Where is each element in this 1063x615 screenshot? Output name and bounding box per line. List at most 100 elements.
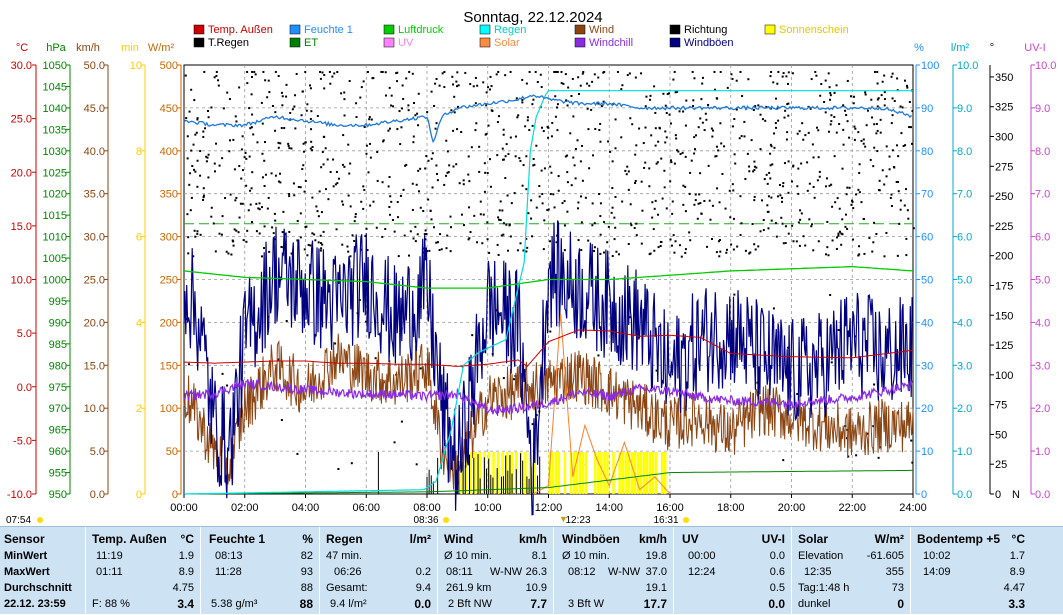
axis-tick-label: 970: [49, 403, 67, 415]
direction-point: [246, 70, 249, 73]
direction-point: [898, 222, 901, 225]
direction-point: [661, 197, 664, 200]
direction-point: [256, 141, 259, 144]
direction-point: [292, 182, 295, 185]
direction-point: [246, 82, 249, 85]
direction-point: [877, 456, 880, 459]
direction-point: [724, 207, 727, 210]
direction-point: [689, 239, 692, 242]
direction-point: [362, 207, 365, 210]
direction-point: [572, 115, 575, 118]
direction-point: [812, 156, 815, 159]
direction-point: [860, 201, 863, 204]
direction-point: [274, 219, 277, 222]
direction-point: [906, 86, 909, 89]
direction-point: [460, 213, 463, 216]
direction-point: [881, 80, 884, 83]
direction-point: [896, 181, 899, 184]
direction-point: [599, 140, 602, 143]
direction-point: [426, 250, 429, 253]
axis-tick-label: 6.0: [1035, 232, 1050, 244]
axis-tick-label: 30: [921, 360, 933, 372]
direction-point: [830, 114, 833, 117]
direction-point: [417, 190, 420, 193]
direction-point: [739, 234, 742, 237]
direction-point: [192, 255, 195, 258]
direction-point: [881, 169, 884, 172]
direction-point: [353, 240, 356, 243]
direction-point: [390, 200, 393, 203]
direction-point: [478, 170, 481, 173]
axis-tick-label: 950: [49, 489, 67, 501]
gusts-max: 37.0: [645, 566, 667, 578]
direction-point: [657, 246, 660, 249]
direction-point: [414, 225, 417, 228]
direction-point: [875, 232, 878, 235]
direction-point: [905, 237, 908, 240]
direction-point: [669, 238, 672, 241]
direction-point: [719, 122, 722, 125]
direction-point: [627, 170, 630, 173]
axis-tick-label: 3.0: [1035, 360, 1050, 372]
direction-point: [890, 122, 893, 125]
direction-point: [581, 179, 584, 182]
direction-point: [620, 136, 623, 139]
direction-point: [659, 245, 662, 248]
direction-point: [846, 186, 849, 189]
direction-point: [336, 71, 339, 74]
direction-point: [376, 150, 379, 153]
direction-point: [213, 170, 216, 173]
direction-point: [694, 199, 697, 202]
direction-point: [714, 155, 717, 158]
direction-point: [834, 201, 837, 204]
temp-current: 3.4: [177, 597, 194, 611]
axis-tick-label: 6.0: [957, 232, 972, 244]
direction-point: [400, 126, 403, 129]
direction-point: [190, 196, 193, 199]
direction-point: [489, 88, 492, 91]
direction-point: [855, 454, 858, 457]
direction-point: [258, 232, 261, 235]
direction-point: [615, 250, 618, 253]
direction-point: [787, 102, 790, 105]
direction-point: [185, 117, 188, 120]
axis-tick-label: 90: [921, 103, 933, 115]
axis-unit: hPa: [46, 42, 66, 54]
direction-point: [846, 79, 849, 82]
direction-point: [194, 133, 197, 136]
uv-min: 0.0: [769, 550, 785, 562]
direction-point: [430, 218, 433, 221]
legend-item: Sonnenschein: [764, 24, 849, 36]
sunshine-bar: [496, 452, 500, 494]
direction-point: [409, 230, 412, 233]
direction-point: [337, 177, 340, 180]
direction-point: [202, 196, 205, 199]
direction-point: [614, 147, 617, 150]
direction-point: [895, 144, 898, 147]
direction-point: [783, 116, 786, 119]
direction-point: [562, 82, 565, 85]
direction-point: [316, 210, 319, 213]
direction-point: [388, 205, 391, 208]
direction-point: [670, 161, 673, 164]
x-tick-label: 18:00: [717, 502, 745, 514]
axis-tick-label: 35.0: [84, 189, 105, 201]
axis-tick-label: 70: [921, 189, 933, 201]
direction-point: [828, 98, 831, 101]
direction-point: [831, 205, 834, 208]
direction-point: [482, 213, 485, 216]
axis-tick-label: 30.0: [84, 232, 105, 244]
direction-point: [732, 248, 735, 251]
direction-point: [380, 70, 383, 73]
legend-label: Sonnenschein: [779, 24, 849, 36]
direction-point: [210, 106, 213, 109]
direction-point: [234, 199, 237, 202]
direction-point: [194, 170, 197, 173]
direction-point: [299, 236, 302, 239]
direction-point: [328, 70, 331, 73]
direction-point: [202, 187, 205, 190]
direction-point: [241, 202, 244, 205]
direction-point: [685, 99, 688, 102]
direction-point: [823, 101, 826, 104]
axis-tick-label: 8.0: [1035, 146, 1050, 158]
